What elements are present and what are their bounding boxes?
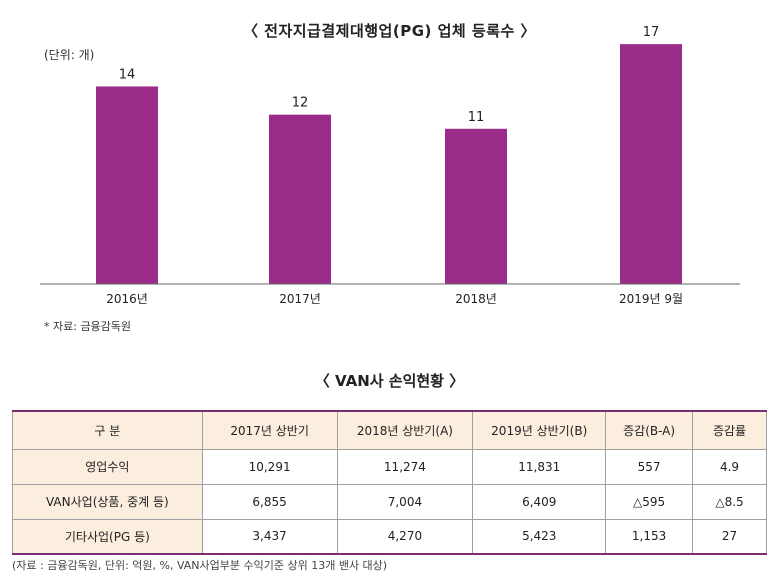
table-cell: 10,291 bbox=[201, 448, 338, 485]
table-title: 〈 VAN사 손익현황 〉 bbox=[314, 372, 465, 390]
header-cell: 구 분 bbox=[12, 410, 203, 450]
table-cell: 27 bbox=[692, 518, 767, 555]
table-cell: 4.9 bbox=[692, 448, 767, 485]
header-cell: 2019년 상반기(B) bbox=[472, 410, 607, 450]
bar-3 bbox=[620, 44, 682, 284]
table-cell: 11,831 bbox=[472, 448, 607, 485]
van-profit-table: 구 분 2017년 상반기 2018년 상반기(A) 2019년 상반기(B) … bbox=[12, 410, 767, 555]
row-label-cell: 기타사업(PG 등) bbox=[12, 518, 203, 555]
table-cell: 7,004 bbox=[336, 483, 474, 520]
bar-1 bbox=[269, 114, 331, 285]
header-cell: 2017년 상반기 bbox=[201, 410, 338, 450]
row-label-cell: VAN사업(상품, 중계 등) bbox=[12, 483, 203, 520]
header-cell: 증감(B-A) bbox=[605, 410, 694, 450]
table-cell: △8.5 bbox=[692, 483, 767, 520]
table-cell: 6,409 bbox=[472, 483, 607, 520]
table-cell: 3,437 bbox=[201, 518, 338, 555]
table-cell: △595 bbox=[605, 483, 694, 520]
table-row: VAN사업(상품, 중계 등) 6,855 7,004 6,409 △595 △… bbox=[12, 483, 767, 520]
bar-0 bbox=[96, 86, 158, 284]
chart-source-note: * 자료: 금융감독원 bbox=[44, 320, 132, 333]
header-cell: 증감률 bbox=[692, 410, 767, 450]
data-label-1: 12 bbox=[292, 96, 309, 111]
table-row: 영업수익 10,291 11,274 11,831 557 4.9 bbox=[12, 448, 767, 485]
unit-label: (단위: 개) bbox=[44, 48, 95, 62]
table-cell: 557 bbox=[605, 448, 694, 485]
x-tick-label-0: 2016년 bbox=[106, 292, 148, 306]
chart-title: 〈 전자지급결제대행업(PG) 업체 등록수 〉 bbox=[242, 22, 537, 40]
header-cell: 2018년 상반기(A) bbox=[336, 410, 474, 450]
row-label-cell: 영업수익 bbox=[12, 448, 203, 485]
table-cell: 11,274 bbox=[336, 448, 474, 485]
table-cell: 1,153 bbox=[605, 518, 694, 555]
table-cell: 4,270 bbox=[336, 518, 474, 555]
table-header-row: 구 분 2017년 상반기 2018년 상반기(A) 2019년 상반기(B) … bbox=[12, 410, 767, 450]
data-label-2: 11 bbox=[468, 110, 485, 125]
bar-chart: 14 12 11 17 2016년 2017년 2018년 2019년 9월 bbox=[40, 25, 740, 306]
data-label-3: 17 bbox=[643, 25, 660, 40]
x-tick-label-2: 2018년 bbox=[455, 292, 497, 306]
data-label-0: 14 bbox=[119, 67, 136, 82]
table-source-note: (자료 : 금융감독원, 단위: 억원, %, VAN사업부분 수익기준 상위 … bbox=[12, 559, 388, 572]
bar-2 bbox=[445, 128, 507, 284]
table-cell: 5,423 bbox=[472, 518, 607, 555]
table-cell: 6,855 bbox=[201, 483, 338, 520]
table-row: 기타사업(PG 등) 3,437 4,270 5,423 1,153 27 bbox=[12, 518, 767, 555]
x-tick-label-1: 2017년 bbox=[279, 292, 321, 306]
x-tick-label-3: 2019년 9월 bbox=[619, 292, 683, 306]
